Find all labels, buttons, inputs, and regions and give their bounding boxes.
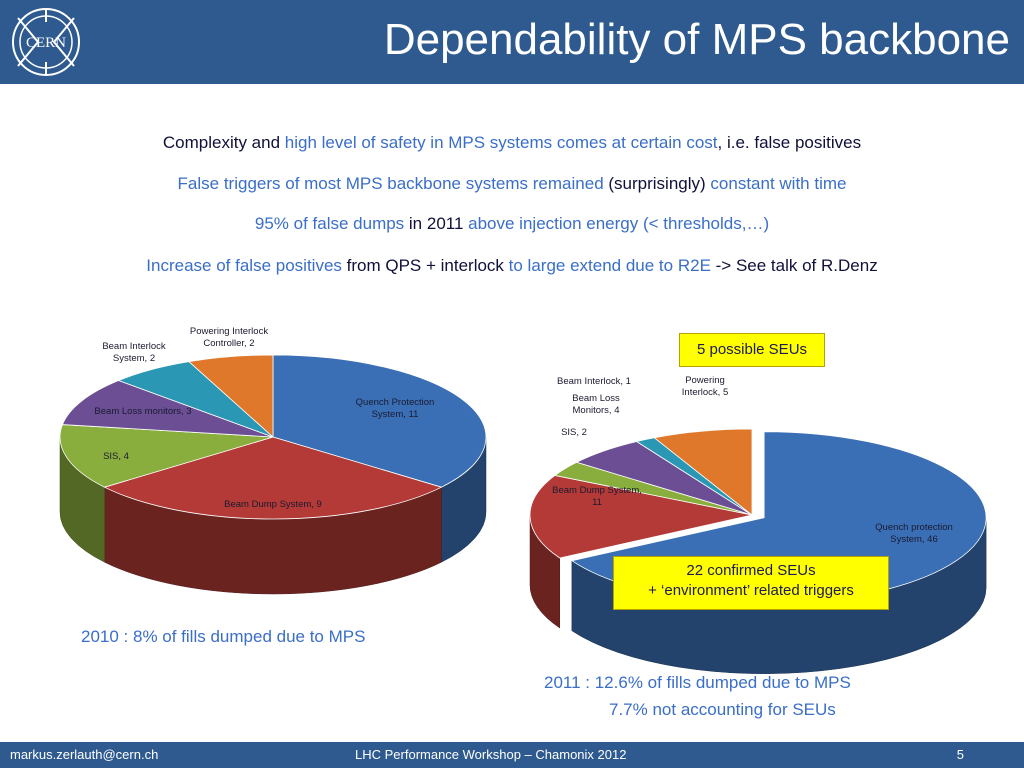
bullet-4-segment: to large extend due to R2E (508, 256, 716, 275)
footer-bar: markus.zerlauth@cern.ch LHC Performance … (0, 742, 1024, 768)
cern-logo: CERN (12, 8, 80, 76)
slice-label-line: Beam Loss (572, 393, 620, 404)
caption-2011: 2011 : 12.6% of fills dumped due to MPS (544, 673, 851, 692)
slice-label-line: Beam Interlock, 1 (557, 376, 631, 387)
bullet-2-segment: False triggers of most MPS backbone syst… (177, 174, 609, 193)
slice-label-line: SIS, 4 (103, 451, 129, 462)
caption-2011-seu: 7.7% not accounting for SEUs (609, 700, 836, 719)
slice-label: Beam Dump System, 11 (552, 485, 642, 508)
pie-slice (59, 424, 274, 488)
bullet-2-segment: constant with time (710, 174, 847, 193)
bullet-3-segment: 95% of false dumps (254, 214, 409, 233)
slice-label-line: Interlock, 5 (682, 387, 728, 398)
slice-label-line: Quench Protection (356, 397, 435, 408)
pie-slice (61, 380, 274, 438)
slice-label: Powering Interlock Controller, 2 (190, 326, 268, 349)
environment-triggers-text: + ‘environment’ related triggers (648, 582, 854, 599)
slice-label-line: Powering (685, 375, 725, 386)
slice-label-line: Powering Interlock (190, 326, 268, 337)
pie-slice (529, 475, 753, 559)
bullet-line-2: False triggers of most MPS backbone syst… (0, 173, 1024, 195)
bullet-3-segment: above injection energy (< thresholds,…) (468, 214, 770, 233)
bullet-line-1: Complexity and high level of safety in M… (0, 132, 1024, 154)
slice-label: Quench Protection System, 11 (356, 397, 435, 420)
possible-seus-callout: 5 possible SEUs (679, 333, 825, 367)
pie-slice (272, 354, 487, 488)
caption-2010: 2010 : 8% of fills dumped due to MPS (81, 627, 366, 646)
bullet-4-segment: from QPS + interlock (346, 256, 509, 275)
confirmed-seus-callout: 22 confirmed SEUs + ‘environment’ relate… (613, 556, 889, 610)
pie-slice (653, 428, 753, 516)
slice-label-line: Beam Loss monitors, 3 (94, 406, 191, 417)
bullet-4-segment: -> See talk of R.Denz (715, 256, 878, 275)
slice-label-line: 11 (592, 497, 602, 508)
slice-label: Beam Loss monitors, 3 (94, 406, 191, 417)
bullet-2-segment: (surprisingly) (608, 174, 711, 193)
slice-label-line: Beam Interlock (102, 341, 166, 352)
slice-label-line: Controller, 2 (203, 338, 254, 349)
bullet-1-segment: , i.e. false positives (717, 133, 862, 152)
svg-text:CERN: CERN (26, 35, 66, 51)
slice-label-line: Beam Dump System, (552, 485, 642, 496)
slice-label: Beam Interlock System, 2 (102, 341, 166, 364)
page-title: Dependability of MPS backbone (383, 15, 1010, 64)
slice-label-line: Beam Dump System, 9 (224, 499, 322, 510)
slice-label: Beam Loss Monitors, 4 (572, 393, 620, 416)
bullet-line-4: Increase of false positives from QPS + i… (0, 255, 1024, 277)
confirmed-seus-text: 22 confirmed SEUs (686, 562, 816, 579)
slice-label-line: System, 11 (372, 409, 419, 420)
slice-label-line: SIS, 2 (561, 427, 587, 438)
slice-label: Beam Dump System, 9 (224, 499, 322, 510)
pie-slice (103, 436, 443, 520)
pie-chart-2011: Quench protection System, 46 Beam Dump Sys… (529, 375, 987, 674)
slice-label: SIS, 2 (561, 427, 587, 438)
slice-label-line: System, 2 (113, 353, 155, 364)
slice-label: SIS, 4 (103, 451, 129, 462)
pie-slice (188, 354, 274, 438)
slice-label-line: Quench protection (875, 522, 953, 533)
footer-email: markus.zerlauth@cern.ch (10, 747, 159, 762)
slice-label-line: System, 46 (890, 534, 938, 545)
slice-label: Powering Interlock, 5 (682, 375, 728, 398)
bullet-1-segment: Complexity and (162, 133, 285, 152)
slice-label: Beam Interlock, 1 (557, 376, 631, 387)
bullet-line-3: 95% of false dumps in 2011 above injecti… (0, 213, 1024, 235)
slice-label: Quench protection System, 46 (875, 522, 953, 545)
slice-label-line: Monitors, 4 (573, 405, 620, 416)
page-number: 5 (956, 747, 964, 762)
pie-chart-2010: Quench Protection System, 11 Beam Dump Sys… (59, 326, 487, 595)
footer-event: LHC Performance Workshop – Chamonix 2012 (355, 747, 627, 762)
bullet-4-segment: Increase of false positives (146, 256, 347, 275)
bullet-3-segment: in 2011 (408, 214, 469, 233)
title-bar: CERN Dependability of MPS backbone (0, 0, 1024, 84)
bullet-1-segment: high level of safety in MPS systems come… (284, 133, 718, 152)
